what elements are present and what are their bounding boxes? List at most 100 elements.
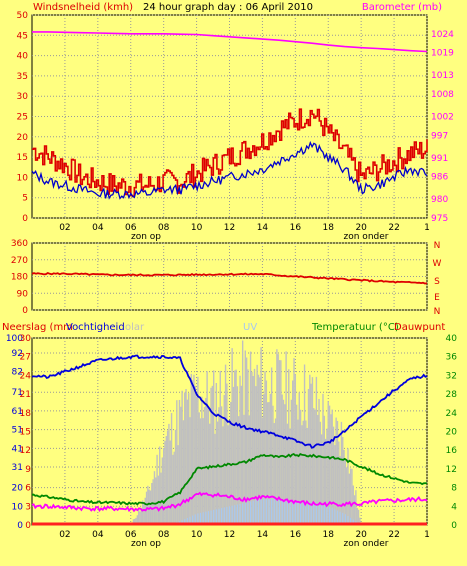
wind-tick-label: 50 [17, 11, 29, 21]
barometer-tick-label: 997 [431, 131, 448, 141]
barometer-tick-label: 975 [431, 214, 448, 224]
rain-tick-label: 15 [20, 428, 31, 438]
rain-tick-label: 6 [25, 484, 31, 494]
humidity-tick-label: 71 [12, 388, 23, 398]
x-tick-label: 12 [224, 223, 235, 233]
sunset-label-1: zon onder [344, 232, 389, 242]
humidity-tick-label: 10 [12, 502, 24, 512]
x-tick-label: 10 [191, 223, 203, 233]
rain-tick-label: 0 [25, 521, 31, 531]
sunrise-label-2: zon op [131, 539, 161, 549]
x-tick-label: 10 [191, 530, 203, 540]
wind-blue-line [31, 140, 428, 200]
x-tick-label: 08 [158, 530, 170, 540]
barometer-tick-label: 980 [431, 195, 448, 205]
temperature-tick-label: 8 [451, 484, 457, 494]
dewpoint-label: Dauwpunt [394, 322, 445, 333]
humidity-tick-label: 41 [12, 444, 23, 454]
rain-tick-label: 21 [20, 390, 31, 400]
barometer-tick-label: 986 [431, 173, 448, 183]
wind-tick-label: 20 [17, 133, 29, 143]
wind-tick-label: 0 [22, 214, 28, 224]
uv-label: UV [243, 322, 257, 333]
barometer-axis-title: Barometer (mb) [362, 2, 442, 13]
barometer-tick-label: 991 [431, 154, 448, 164]
sunrise-label-1: zon op [131, 232, 161, 242]
humidity-tick-label: 31 [12, 463, 23, 473]
x-tick-label: 04 [92, 223, 104, 233]
x-tick-label: 12 [224, 530, 235, 540]
rain-tick-label: 12 [20, 446, 31, 456]
x-tick-label: 1 [424, 223, 430, 233]
humidity-line [31, 354, 428, 449]
direction-tick-label: 360 [11, 239, 28, 249]
humidity-tick-label: 20 [12, 484, 24, 494]
solar-label: olar [125, 322, 145, 333]
wind-tick-label: 45 [17, 31, 28, 41]
temperature-label: Temperatuur (°C) [311, 322, 399, 333]
barometer-tick-label: 1013 [431, 71, 454, 81]
x-tick-label: 20 [355, 530, 367, 540]
neerslag-label: Neerslag (mm [2, 322, 73, 333]
sunset-label-2: zon onder [344, 539, 389, 549]
barometer-line [32, 31, 428, 53]
wind-tick-label: 25 [17, 113, 28, 123]
x-tick-label: 22 [388, 223, 399, 233]
barometer-tick-label: 1019 [431, 49, 454, 59]
x-tick-label: 02 [59, 223, 70, 233]
barometer-tick-label: 1024 [431, 30, 454, 40]
temperature-tick-label: 16 [446, 446, 458, 456]
x-tick-label: 08 [158, 223, 170, 233]
direction-tick-label: 90 [17, 289, 29, 299]
humidity-tick-label: 51 [12, 426, 23, 436]
dir-letter-w: W [433, 259, 442, 269]
dewpoint-line [31, 491, 428, 513]
x-tick-label: 04 [92, 530, 104, 540]
dir-letter-s: S [434, 277, 440, 287]
x-tick-label: 18 [323, 223, 335, 233]
x-tick-label: 14 [257, 223, 269, 233]
barometer-tick-label: 1002 [431, 113, 454, 123]
temperature-tick-label: 20 [446, 428, 458, 438]
x-tick-label: 06 [125, 530, 137, 540]
direction-tick-label: 270 [11, 256, 28, 266]
dir-letter-e: E [434, 293, 440, 303]
dir-letter-n-top: N [434, 241, 441, 251]
x-tick-label: 14 [257, 530, 269, 540]
direction-tick-label: 180 [11, 273, 28, 283]
x-tick-label: 06 [125, 223, 137, 233]
temperature-tick-label: 32 [446, 371, 457, 381]
wind-tick-label: 40 [17, 52, 29, 62]
temperature-tick-label: 36 [446, 353, 458, 363]
temperature-line [31, 452, 428, 506]
rain-tick-label: 24 [20, 371, 32, 381]
wind-tick-label: 30 [17, 92, 29, 102]
humidity-tick-label: 61 [12, 407, 23, 417]
rain-tick-label: 30 [20, 334, 32, 344]
x-tick-label: 16 [290, 530, 302, 540]
x-tick-label: 20 [355, 223, 367, 233]
rain-tick-label: 18 [20, 409, 32, 419]
wind-tick-label: 35 [17, 72, 28, 82]
humidity-tick-label: 100 [6, 334, 23, 344]
x-tick-label: 22 [388, 530, 399, 540]
rain-tick-label: 27 [20, 353, 31, 363]
wind-tick-label: 5 [22, 194, 28, 204]
wind-direction-line [31, 271, 428, 285]
humidity-tick-label: 0 [17, 521, 23, 531]
direction-tick-label: 0 [22, 306, 28, 316]
temperature-tick-label: 4 [451, 502, 457, 512]
temperature-tick-label: 12 [446, 465, 457, 475]
temperature-tick-label: 40 [446, 334, 458, 344]
temperature-tick-label: 28 [446, 390, 458, 400]
rain-tick-label: 9 [25, 465, 31, 475]
chart-title: 24 hour graph day : 06 April 2010 [143, 2, 313, 13]
x-tick-label: 16 [290, 223, 302, 233]
x-tick-label: 1 [424, 530, 430, 540]
dir-letter-n-bottom: N [434, 307, 441, 317]
humidity-tick-label: 82 [12, 368, 23, 378]
barometer-tick-label: 1008 [431, 90, 454, 100]
temperature-tick-label: 24 [446, 409, 458, 419]
series-lines [31, 31, 428, 526]
